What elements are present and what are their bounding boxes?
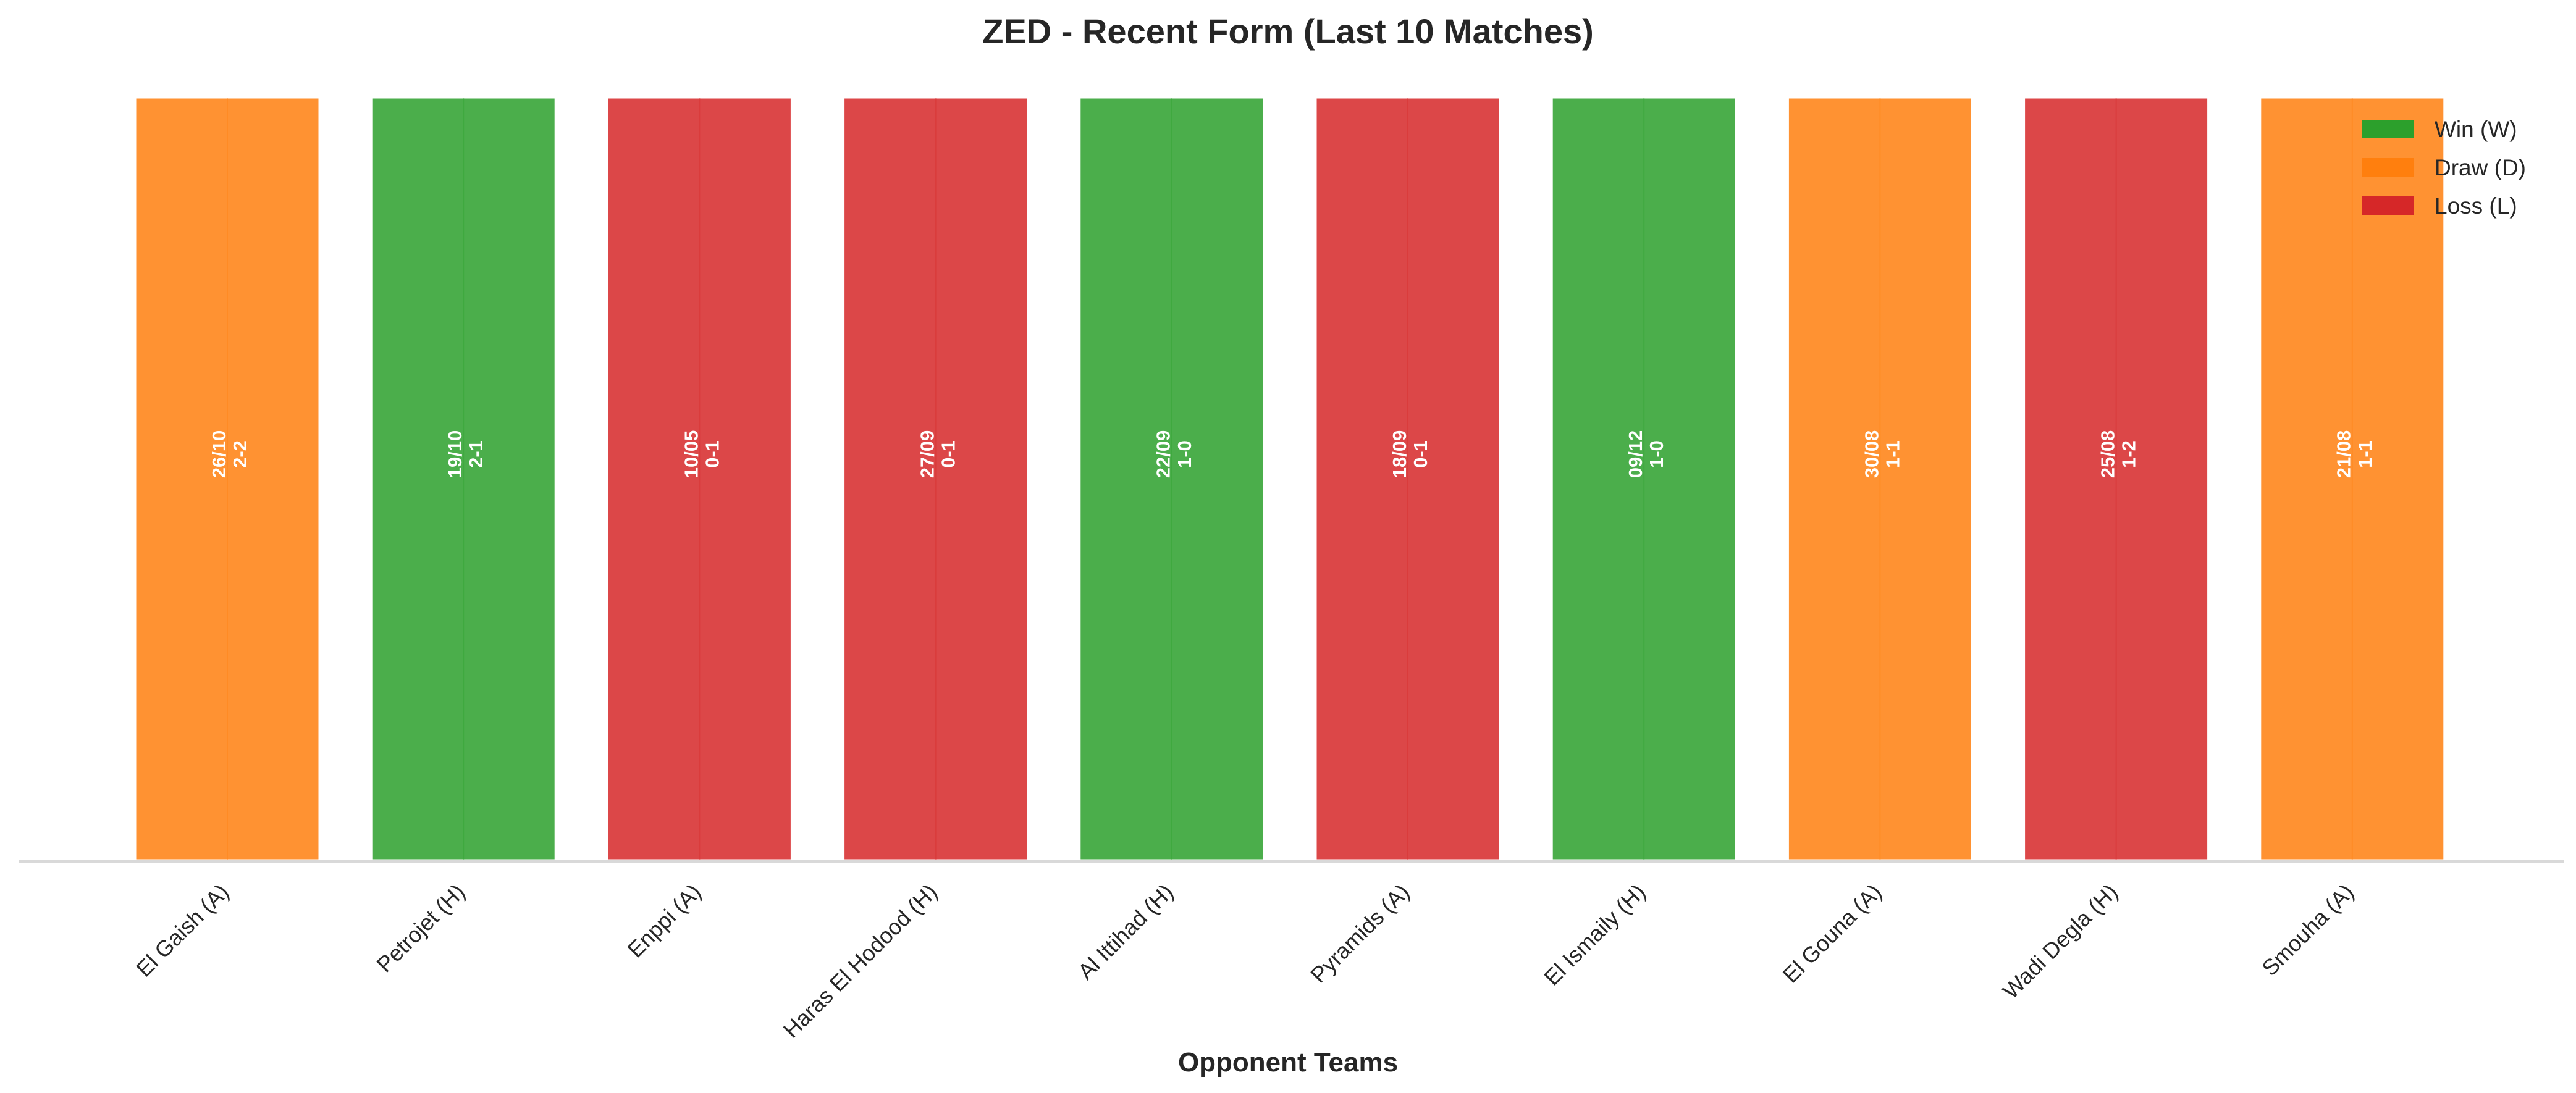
bar-6 bbox=[1315, 96, 1501, 861]
bar-score-label: 0-1 bbox=[938, 440, 959, 468]
bar-date-label: 25/08 bbox=[2097, 430, 2119, 479]
x-tick-labels: El Gaish (A) Petrojet (H) Enppi (A) Haras E… bbox=[131, 879, 2359, 1042]
bar-score-label: 1-1 bbox=[1882, 440, 1903, 468]
bar-3 bbox=[606, 96, 793, 861]
bar-5 bbox=[1079, 96, 1265, 861]
bar-data-label-1: 26/102-2 bbox=[208, 430, 251, 479]
legend-swatch-d bbox=[2362, 158, 2414, 177]
bar-data-label-7: 09/121-0 bbox=[1625, 430, 1667, 479]
legend-swatch-w bbox=[2362, 120, 2414, 138]
x-tick-label-8: El Gouna (A) bbox=[1778, 879, 1887, 987]
bar-data-label-10: 21/081-1 bbox=[2333, 430, 2376, 479]
bar-date-label: 10/05 bbox=[680, 430, 702, 479]
bar-date-label: 27/09 bbox=[917, 430, 938, 479]
legend-label-d: Draw (D) bbox=[2435, 155, 2526, 180]
x-tick-label-4: Haras El Hodood (H) bbox=[778, 879, 942, 1042]
bar-data-label-6: 18/090-1 bbox=[1389, 430, 1431, 479]
bars-layer: 26/102-2 19/102-1 10/050-1 27/090-1 22/091-0… bbox=[134, 96, 2446, 861]
bar-date-label: 22/09 bbox=[1153, 430, 1174, 479]
bar-score-label: 1-0 bbox=[1174, 440, 1195, 468]
x-tick-label-1: El Gaish (A) bbox=[131, 879, 234, 981]
legend-swatch-l bbox=[2362, 196, 2414, 215]
bar-10 bbox=[2259, 96, 2446, 861]
x-tick-label-5: Al Ittihad (H) bbox=[1073, 879, 1178, 984]
bar-date-label: 09/12 bbox=[1625, 430, 1646, 479]
x-tick-label-6: Pyramids (A) bbox=[1305, 879, 1414, 987]
bar-4 bbox=[843, 96, 1029, 861]
bar-date-label: 21/08 bbox=[2333, 430, 2355, 479]
x-tick-label-2: Petrojet (H) bbox=[371, 879, 469, 977]
legend-label-w: Win (W) bbox=[2435, 117, 2517, 142]
legend-label-l: Loss (L) bbox=[2435, 193, 2517, 219]
bar-data-label-2: 19/102-1 bbox=[444, 430, 487, 479]
bar-7 bbox=[1551, 96, 1737, 861]
bar-score-label: 0-1 bbox=[701, 440, 723, 468]
bar-score-label: 0-1 bbox=[1410, 440, 1431, 468]
bar-score-label: 2-1 bbox=[465, 440, 487, 468]
bar-score-label: 1-2 bbox=[2118, 440, 2140, 468]
legend: Win (W) Draw (D) Loss (L) bbox=[2362, 117, 2526, 219]
x-tick-label-9: Wadi Degla (H) bbox=[1998, 879, 2123, 1003]
bar-score-label: 1-1 bbox=[2354, 440, 2376, 468]
x-tick-label-10: Smouha (A) bbox=[2257, 879, 2359, 981]
bar-1 bbox=[134, 96, 321, 861]
bar-score-label: 2-2 bbox=[229, 440, 251, 468]
bar-date-label: 18/09 bbox=[1389, 430, 1410, 479]
bar-data-label-4: 27/090-1 bbox=[917, 430, 959, 479]
bar-data-label-5: 22/091-0 bbox=[1153, 430, 1195, 479]
bar-date-label: 30/08 bbox=[1861, 430, 1882, 479]
x-tick-label-3: Enppi (A) bbox=[623, 879, 706, 962]
bar-score-label: 1-0 bbox=[1646, 440, 1667, 468]
chart-title: ZED - Recent Form (Last 10 Matches) bbox=[982, 12, 1594, 51]
bar-date-label: 26/10 bbox=[208, 430, 230, 479]
bar-2 bbox=[370, 96, 557, 861]
bar-date-label: 19/10 bbox=[444, 430, 466, 479]
x-axis-label: Opponent Teams bbox=[1178, 1047, 1398, 1078]
bar-data-label-9: 25/081-2 bbox=[2097, 430, 2140, 479]
bar-data-label-3: 10/050-1 bbox=[680, 430, 723, 479]
x-tick-label-7: El Ismaily (H) bbox=[1539, 879, 1650, 990]
bar-data-label-8: 30/081-1 bbox=[1861, 430, 1903, 479]
